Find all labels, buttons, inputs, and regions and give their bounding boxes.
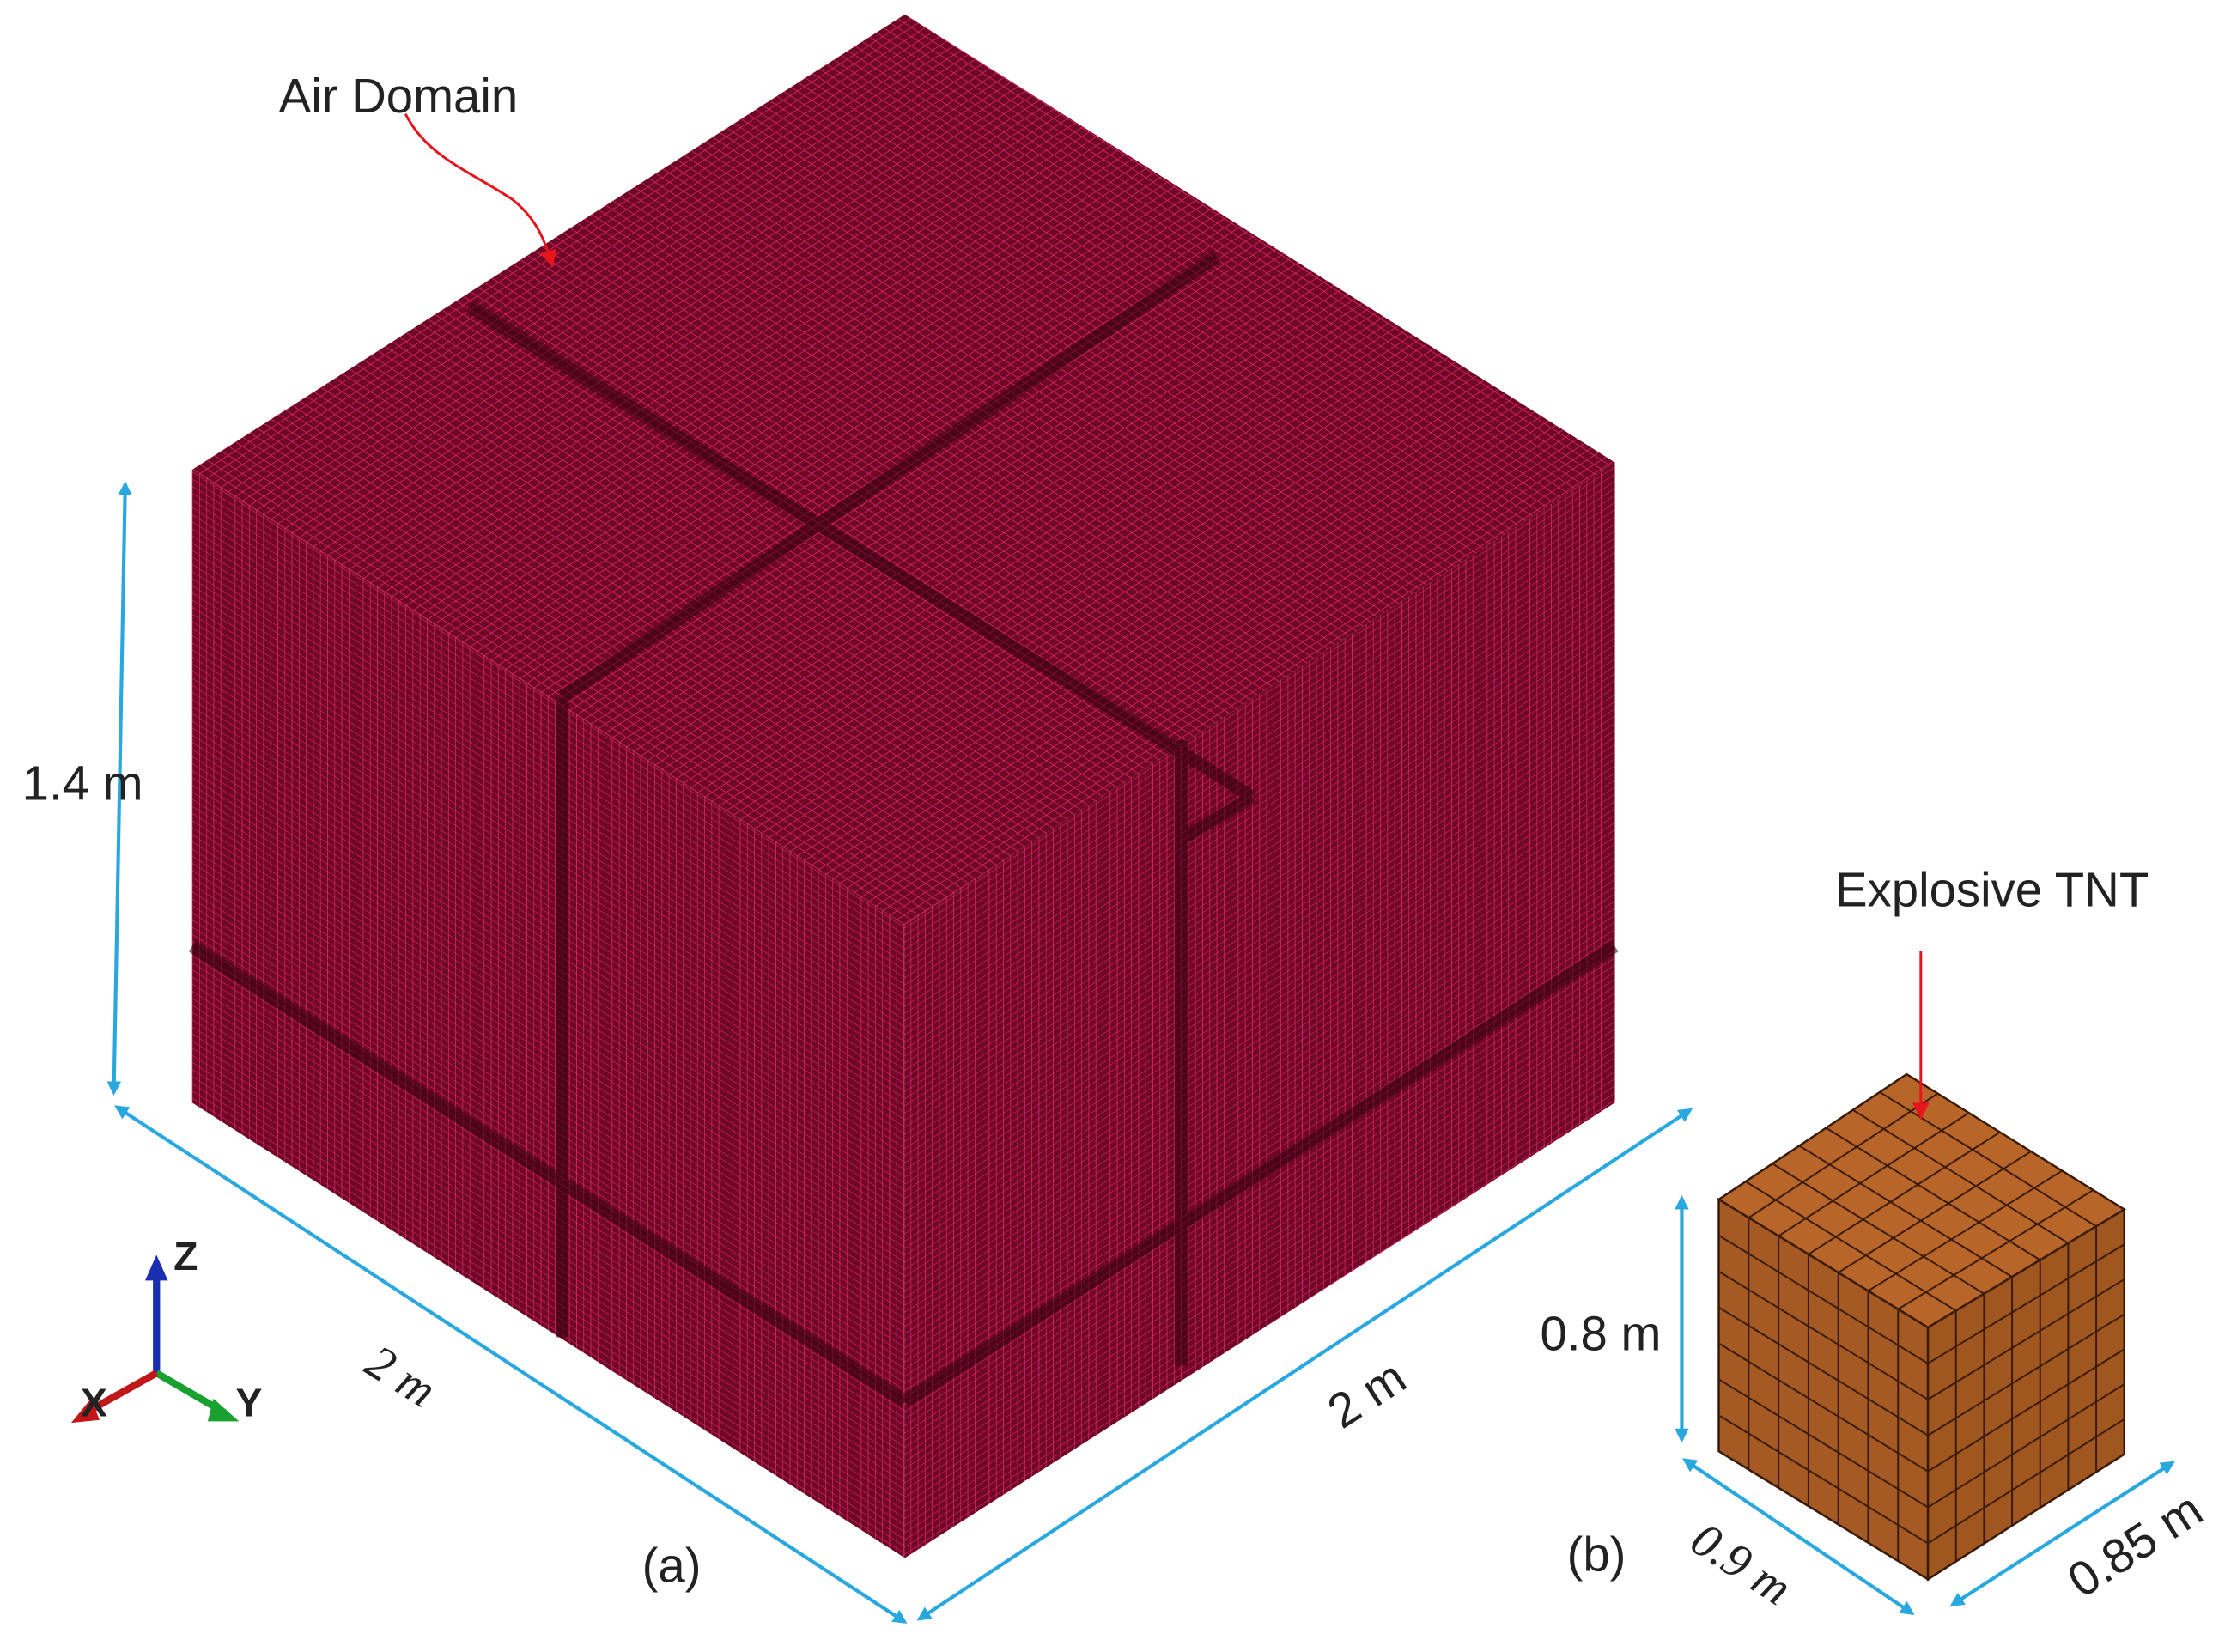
tnt-mesh-line [1748,1092,1938,1219]
y-axis-label: Y [235,1380,262,1424]
right-width-label: 2 m [1318,1349,1415,1438]
left-width-dimension [114,1105,908,1624]
panel-a-caption: (a) [642,1539,702,1593]
x-axis [83,1370,159,1417]
tnt-height-label: 0.8 m [1541,1307,1662,1361]
tnt-mesh-line [1778,1112,1970,1237]
tnt-cube [1717,1072,2127,1582]
air-domain-cube [188,14,1619,1558]
tnt-mesh-line [1927,1313,2125,1436]
tnt-left-width-dimension [1682,1458,1915,1615]
tnt-mesh-line [1927,1278,2125,1400]
tnt-mesh-line [1808,1131,2001,1255]
tnt-mesh-line [1867,1169,2063,1292]
panel-b-caption: (b) [1567,1527,1626,1581]
tnt-mesh-line [1927,1348,2125,1473]
tnt-mesh-line [1838,1151,2032,1273]
tnt-mesh-line [1718,1306,1929,1436]
x-axis-label: X [81,1380,107,1424]
tnt-mesh-line [1718,1342,1929,1473]
air-domain-arrow [404,113,556,268]
tnt-mesh-line [1745,1181,1957,1312]
tnt-mesh-line [1718,1270,1929,1400]
tnt-mesh-line [1772,1163,1985,1295]
right-width-dimension [916,1108,1693,1621]
tnt-mesh-line [1852,1108,2069,1244]
axis-triad: Z X Y [70,1234,262,1424]
tnt-mesh-line [1897,1189,2094,1310]
tnt-mesh-line [1927,1243,2125,1364]
z-axis-label: Z [173,1234,198,1278]
height-dimension [106,481,132,1096]
tnt-mesh-line [1825,1127,2041,1261]
left-width-label: 2 m [356,1335,445,1418]
air-domain-label: Air Domain [279,69,519,123]
tnt-mesh-line [1798,1145,2013,1278]
height-label: 1.4 m [22,756,143,810]
tnt-right-width-label: 0.85 m [2058,1482,2212,1608]
tnt-right-width-dimension [1949,1461,2175,1606]
tnt-mesh-line [1718,1234,1929,1364]
tnt-label: Explosive TNT [1835,863,2149,917]
